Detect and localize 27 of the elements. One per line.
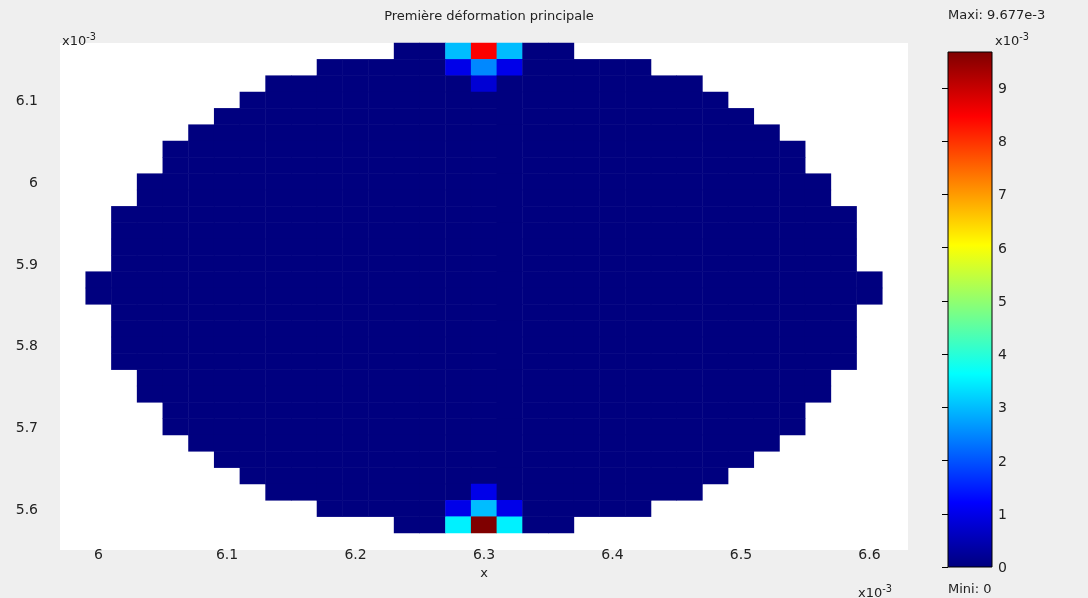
color-bar-label: 1 (998, 505, 1007, 522)
color-bar-label: 6 (998, 239, 1007, 256)
text: Mini: 0 (948, 580, 992, 596)
x-tick-label: 6.3 (472, 546, 496, 562)
color-bar-label: 8 (998, 133, 1007, 150)
text: Maxi: 9.677e-3 (948, 6, 1046, 22)
color-bar-label: 7 (998, 186, 1007, 203)
x-tick-label: 6.5 (729, 546, 753, 562)
x-tick-label: 6.1 (215, 546, 239, 562)
x-tick-label: 6.4 (601, 546, 624, 562)
color-bar-label: 2 (998, 452, 1007, 469)
color-bar-label: 9 (998, 80, 1007, 97)
y-tick-label: 6.1 (15, 92, 38, 109)
x-tick-label: 6 (94, 546, 104, 562)
color-bar-label: 0 (998, 559, 1007, 575)
color-bar-label: 5 (998, 292, 1007, 309)
y-tick-label: 5.6 (15, 500, 39, 517)
y-tick-label: 6 (29, 173, 39, 190)
x-axis-title: x (480, 564, 489, 580)
x-tick-label: 6.2 (344, 546, 367, 562)
chart-title: Première déformation principale (384, 8, 594, 23)
color-bar-label: 3 (998, 399, 1007, 416)
y-tick-label: 5.9 (15, 255, 38, 272)
color-bar-label: 4 (998, 346, 1007, 363)
y-tick-label: 5.8 (15, 337, 38, 354)
x-tick-label: 6.6 (858, 546, 881, 562)
y-tick-label: 5.7 (15, 418, 38, 435)
